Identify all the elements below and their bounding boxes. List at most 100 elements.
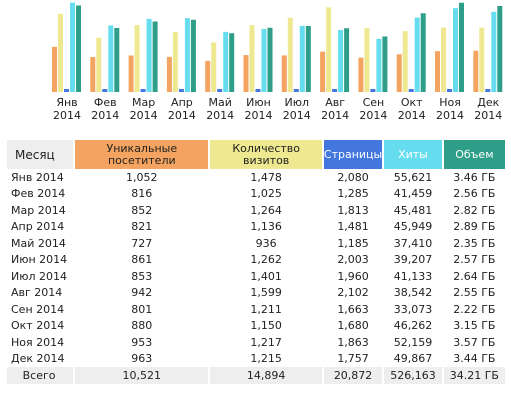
bar-2-7 (287, 17, 293, 92)
table-row: Мар 2014 852 1,264 1,813 45,481 2.82 ГБ (7, 202, 505, 219)
bar-1-9 (358, 57, 364, 92)
cell-hits: 49,867 (393, 352, 433, 366)
bar-4-8 (338, 30, 344, 92)
x-tick-label: Дек (477, 96, 499, 109)
cell-hits: 41,459 (393, 187, 433, 201)
bar-2-12 (479, 27, 485, 93)
cell-pages: 1,813 (337, 203, 369, 217)
cell-unique: 1,052 (126, 170, 158, 184)
cell-visits: 1,211 (250, 302, 282, 316)
cell-hits: 45,481 (393, 203, 433, 217)
cell-month: Май 2014 (11, 236, 66, 250)
bar-3-3 (140, 89, 146, 92)
bar-1-10 (396, 54, 402, 92)
x-tick-label: 2014 (53, 109, 81, 122)
x-tick-label: Мар (132, 96, 155, 109)
cell-bandwidth: 2.35 ГБ (453, 236, 496, 250)
table-row: Авг 2014 942 1,599 2,102 38,542 2.55 ГБ (7, 285, 505, 302)
total-label: Всего (7, 367, 74, 384)
bar-1-4 (166, 56, 172, 92)
cell-pages: 1,481 (337, 220, 369, 234)
monthly-bar-chart: Янв2014Фев2014Мар2014Апр2014Май2014Июн20… (52, 2, 503, 122)
x-tick-label: 2014 (359, 109, 387, 122)
cell-visits: 1,401 (250, 269, 282, 283)
cell-bandwidth: 2.55 ГБ (453, 286, 496, 300)
x-tick-label: Фев (94, 96, 117, 109)
cell-unique: 801 (131, 302, 153, 316)
cell-unique: 727 (131, 236, 153, 250)
cell-visits: 1,599 (250, 286, 282, 300)
cell-hits: 33,073 (393, 302, 433, 316)
cell-pages: 1,863 (337, 335, 369, 349)
table-row: Сен 2014 801 1,211 1,663 33,073 2.22 ГБ (7, 301, 505, 318)
cell-unique: 861 (131, 253, 153, 267)
bar-1-12 (473, 50, 479, 92)
bar-3-10 (408, 89, 414, 92)
bar-3-2 (102, 89, 108, 92)
cell-hits: 52,159 (393, 335, 433, 349)
bar-5-7 (305, 26, 311, 92)
x-tick-label: 2014 (436, 109, 464, 122)
cell-hits: 46,262 (393, 319, 433, 333)
bar-1-2 (90, 57, 96, 92)
bar-2-9 (364, 27, 370, 92)
cell-visits: 1,262 (250, 253, 282, 267)
bar-5-8 (344, 28, 350, 92)
x-tick-label: 2014 (398, 109, 426, 122)
bar-4-5 (223, 31, 229, 92)
bar-4-1 (70, 2, 75, 92)
header-unique-visitors: Уникальные посетители (75, 140, 209, 169)
x-tick-label: Июн (246, 96, 271, 109)
cell-visits: 1,150 (250, 319, 282, 333)
bar-1-7 (281, 55, 287, 92)
bar-2-4 (172, 31, 178, 92)
cell-unique: 852 (131, 203, 153, 217)
bar-2-11 (441, 27, 446, 93)
bar-3-6 (255, 89, 261, 92)
table-row: Окт 2014 880 1,150 1,680 46,262 3.15 ГБ (7, 318, 505, 335)
table-header-row: Месяц Уникальные посетители Количество в… (7, 140, 505, 169)
bar-1-5 (205, 60, 211, 92)
cell-bandwidth: 2.22 ГБ (453, 302, 496, 316)
bar-3-11 (447, 89, 452, 92)
cell-unique: 963 (131, 352, 153, 366)
cell-unique: 953 (131, 335, 153, 349)
x-tick-label: 2014 (321, 109, 349, 122)
cell-pages: 1,185 (337, 236, 369, 250)
bar-3-8 (332, 89, 338, 92)
cell-bandwidth: 3.44 ГБ (453, 352, 496, 366)
bar-5-11 (459, 2, 464, 92)
total-row: Всего 10,521 14,894 20,872 526,163 34.21… (7, 367, 505, 384)
x-tick-label: Окт (401, 96, 423, 109)
x-tick-label: 2014 (91, 109, 119, 122)
bar-4-12 (491, 11, 497, 93)
cell-month: Фев 2014 (11, 187, 66, 201)
x-tick-label: 2014 (283, 109, 311, 122)
header-hits: Хиты (384, 140, 442, 169)
cell-month: Сен 2014 (11, 302, 65, 316)
bar-5-9 (382, 36, 388, 92)
cell-unique: 942 (131, 286, 153, 300)
bar-4-4 (184, 18, 190, 92)
bar-4-11 (453, 8, 458, 93)
cell-hits: 45,949 (393, 220, 433, 234)
cell-hits: 37,410 (393, 236, 433, 250)
cell-pages: 1,960 (337, 269, 369, 283)
cell-bandwidth: 2.64 ГБ (453, 269, 496, 283)
bar-1-11 (435, 51, 440, 92)
cell-pages: 1,285 (337, 187, 369, 201)
cell-visits: 936 (255, 236, 277, 250)
cell-bandwidth: 3.57 ГБ (453, 335, 496, 349)
bar-5-2 (114, 28, 120, 92)
header-month: Месяц (7, 140, 74, 169)
cell-visits: 1,215 (250, 352, 282, 366)
bar-2-8 (326, 7, 332, 92)
x-tick-label: Ноя (439, 96, 461, 109)
bar-5-6 (267, 27, 273, 92)
bar-4-2 (108, 25, 114, 93)
bar-5-1 (76, 5, 81, 92)
table-row: Фев 2014 816 1,025 1,285 41,459 2.56 ГБ (7, 186, 505, 203)
cell-bandwidth: 2.56 ГБ (453, 187, 496, 201)
bar-3-5 (217, 89, 223, 92)
bar-3-4 (178, 89, 184, 92)
